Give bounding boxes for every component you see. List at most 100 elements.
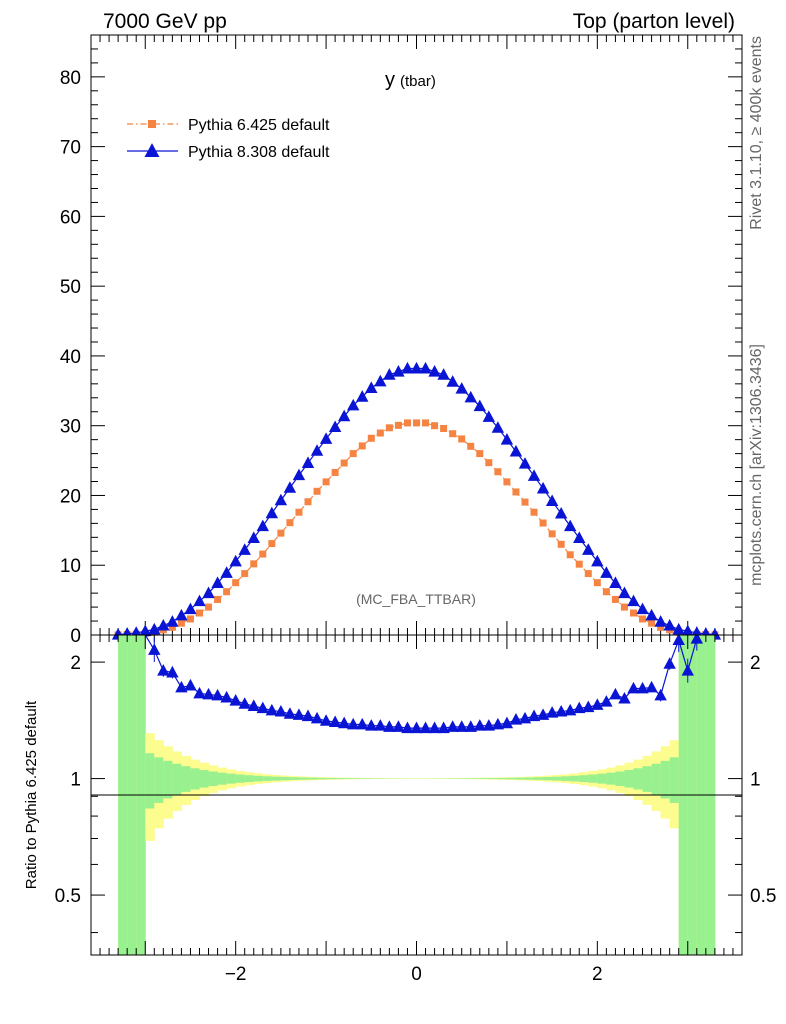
data-point <box>177 619 185 627</box>
data-point <box>292 708 306 720</box>
inner-band-bin <box>669 757 680 803</box>
data-point <box>618 586 631 599</box>
ratio-series-pythia8 <box>144 626 703 734</box>
inner-band-bin <box>172 763 182 795</box>
data-point <box>376 429 384 437</box>
data-point <box>422 419 430 427</box>
data-point <box>367 434 375 442</box>
data-point <box>518 711 532 724</box>
inner-band-bin <box>515 777 526 780</box>
data-point <box>449 430 457 438</box>
inner-band-bin <box>217 772 228 785</box>
ratio-plot-panel: 0.5 1 2 0.5 1 2 Ratio to Pythia 6.425 default… <box>23 626 776 985</box>
data-point <box>509 713 523 725</box>
data-point <box>328 420 342 433</box>
inner-band-bin <box>271 776 282 781</box>
data-point <box>663 657 676 669</box>
inner-band-bin <box>298 777 309 780</box>
x-tick-labels: −2 0 2 <box>225 964 603 985</box>
inner-band-bin <box>154 757 164 803</box>
inner-band-bin <box>235 774 246 783</box>
data-point <box>564 703 577 716</box>
data-point <box>184 602 197 615</box>
data-point <box>220 690 233 703</box>
data-point <box>259 550 267 558</box>
data-point <box>265 506 279 519</box>
data-point <box>600 566 613 578</box>
data-point <box>220 566 233 578</box>
inner-band-bin <box>163 760 173 799</box>
data-point <box>374 719 387 731</box>
data-point <box>554 507 568 519</box>
data-point <box>358 442 366 450</box>
inner-band-bin <box>624 770 634 788</box>
data-point <box>593 579 601 587</box>
data-point <box>374 374 387 387</box>
data-point <box>494 468 502 476</box>
data-point <box>654 615 667 627</box>
data-point <box>356 390 369 402</box>
data-point <box>175 608 188 621</box>
inner-band-bin <box>244 775 255 783</box>
rivet-label: Rivet 3.1.10, ≥ 400k events <box>748 36 765 230</box>
data-point <box>337 716 351 729</box>
data-point <box>340 459 348 467</box>
data-point <box>166 615 179 627</box>
inner-band-bin <box>344 778 354 780</box>
data-point <box>250 560 258 568</box>
data-point <box>144 143 160 157</box>
data-point <box>148 120 156 128</box>
data-point <box>431 422 439 430</box>
data-point <box>446 375 459 387</box>
data-point <box>166 665 179 678</box>
data-point <box>286 519 294 527</box>
data-point <box>356 717 369 730</box>
data-point <box>620 603 628 611</box>
data-point <box>602 588 610 596</box>
data-point <box>545 706 559 718</box>
data-point <box>458 435 466 443</box>
data-point <box>611 595 619 603</box>
legend: Pythia 6.425 default Pythia 8.308 default <box>127 117 330 161</box>
inner-band-bin <box>308 777 318 780</box>
inner-band-bin <box>353 778 363 779</box>
plot-title-sub: (tbar) <box>400 73 436 90</box>
data-point <box>437 368 450 380</box>
inner-band-bin <box>497 777 508 780</box>
inner-band-bin <box>470 778 481 779</box>
inner-band-bin <box>552 776 562 781</box>
data-point <box>482 410 496 422</box>
data-point <box>211 688 224 701</box>
header-left-label: 7000 GeV pp <box>103 10 227 33</box>
ratio-y-tick-label: 1 <box>70 770 81 791</box>
y-tick-label: 0 <box>70 626 81 647</box>
data-point <box>530 508 538 516</box>
data-point <box>536 708 550 720</box>
data-point <box>446 720 459 732</box>
data-point <box>274 704 288 717</box>
data-point <box>265 703 279 716</box>
source-label: mcplots.cern.ch [arXiv:1306.3436] <box>748 344 765 586</box>
ratio-plot-frame <box>90 634 743 956</box>
y-tick-label: 50 <box>60 277 81 298</box>
data-point <box>491 421 505 433</box>
data-point <box>331 468 339 476</box>
data-point <box>313 487 321 495</box>
data-point <box>512 488 520 496</box>
data-point <box>322 478 330 486</box>
x-tick-label: 2 <box>592 964 603 985</box>
inner-band-bin <box>262 776 273 781</box>
data-point <box>211 576 224 588</box>
data-point <box>365 381 378 393</box>
data-point <box>548 530 556 538</box>
inner-band-bin <box>335 778 345 780</box>
data-point <box>476 450 484 458</box>
data-point <box>301 709 315 722</box>
data-point <box>575 560 583 568</box>
data-point <box>283 707 297 719</box>
data-point <box>491 717 505 730</box>
header-right-label: Top (parton level) <box>573 10 735 33</box>
data-point <box>485 459 493 467</box>
data-point <box>365 719 378 731</box>
data-point <box>545 494 559 506</box>
